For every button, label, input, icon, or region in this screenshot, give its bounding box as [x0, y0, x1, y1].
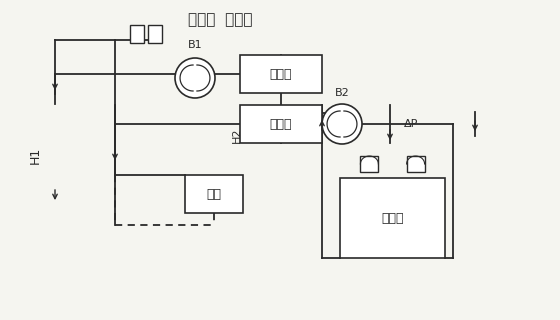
Text: 冷却塔: 冷却塔: [381, 212, 404, 225]
Bar: [185, 175, 243, 213]
Bar: [240, 55, 322, 93]
Text: 末端: 末端: [207, 188, 222, 201]
Text: B2: B2: [335, 88, 349, 98]
Bar: [130, 25, 144, 43]
Bar: [148, 25, 162, 43]
Bar: [340, 178, 445, 258]
Text: 水系统  （一）: 水系统 （一）: [188, 12, 252, 27]
Text: ΔP: ΔP: [404, 119, 418, 129]
Text: H1: H1: [29, 146, 41, 164]
Text: 蒸发器: 蒸发器: [270, 68, 292, 81]
Bar: [407, 156, 424, 172]
Circle shape: [175, 58, 215, 98]
Text: B1: B1: [188, 40, 202, 50]
Circle shape: [322, 104, 362, 144]
Bar: [240, 105, 322, 143]
Bar: [361, 156, 379, 172]
Text: H2: H2: [232, 127, 242, 143]
Text: 冷凝器: 冷凝器: [270, 117, 292, 131]
